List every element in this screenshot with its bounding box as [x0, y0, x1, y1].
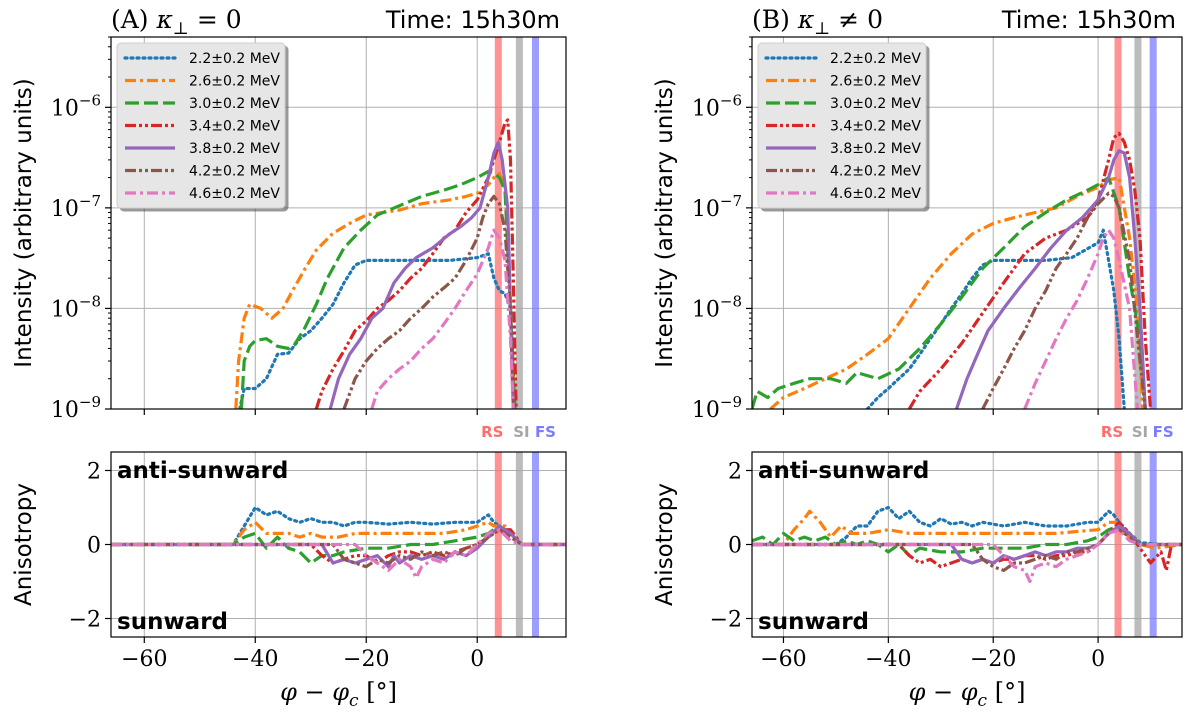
annotation-anti-sunward: anti-sunward: [117, 458, 288, 484]
marker-label-si: SI: [1132, 423, 1148, 441]
legend-box: [757, 42, 927, 209]
annotation-anti-sunward: anti-sunward: [758, 458, 929, 484]
x-tick-label: −60: [121, 647, 167, 672]
series-group: [752, 505, 1182, 584]
marker-rs: [494, 452, 502, 637]
y-tick-label: 10−9: [692, 393, 742, 423]
series-line: [328, 140, 515, 409]
y-axis-label: Anisotropy: [652, 483, 678, 606]
legend-entry: 4.2±0.2 MeV: [189, 164, 280, 180]
marker-si: [515, 37, 523, 409]
legend-entry: 3.8±0.2 MeV: [830, 141, 921, 157]
x-tick-label: −40: [865, 647, 911, 672]
y-tick-label: 10−6: [692, 91, 742, 121]
y-tick-label: 0: [728, 534, 742, 559]
series-line: [752, 528, 1182, 584]
series-line: [314, 118, 518, 409]
y-tick-label: −2: [710, 608, 742, 633]
series-line: [1023, 228, 1139, 409]
legend-entry: 3.4±0.2 MeV: [830, 119, 921, 135]
shock-markers: [494, 37, 539, 409]
x-tick-label: −20: [343, 647, 389, 672]
y-axis-label: Intensity (arbitrary units): [652, 78, 678, 367]
legend-entry: 2.2±0.2 MeV: [830, 51, 921, 67]
marker-fs: [1149, 37, 1157, 409]
marker-rs: [1114, 452, 1122, 637]
y-tick-label: 10−9: [51, 393, 101, 423]
series-line: [370, 228, 515, 409]
y-axis-label: Anisotropy: [11, 483, 37, 606]
series-line: [111, 520, 566, 547]
legend-entry: 3.0±0.2 MeV: [830, 96, 921, 112]
y-tick-label: 0: [87, 534, 101, 559]
panel-b: RS SI FS 10−9 10−8 10−7 10−6 Intensity (arbitra…: [652, 5, 1183, 441]
x-tick-label: 0: [470, 647, 484, 672]
x-tick-label: −40: [232, 647, 278, 672]
legend-entry: 2.6±0.2 MeV: [189, 74, 280, 90]
legend: 2.2±0.2 MeV 2.6±0.2 MeV 3.0±0.2 MeV 3.4±0.2…: [116, 42, 286, 209]
series-group: [234, 118, 518, 409]
series-line: [865, 228, 1126, 409]
y-tick-label: 10−6: [51, 91, 101, 121]
y-tick-label: 10−8: [692, 292, 742, 322]
series-group: [752, 131, 1153, 409]
legend: 2.2±0.2 MeV 2.6±0.2 MeV 3.0±0.2 MeV 3.4±0.2…: [757, 42, 927, 209]
time-label: Time: 15h30m: [385, 6, 560, 34]
marker-label-fs: FS: [1153, 423, 1174, 441]
x-axis-label: φ − φc [°]: [909, 678, 1026, 711]
series-line: [752, 509, 1182, 550]
legend-entry: 4.6±0.2 MeV: [830, 186, 921, 202]
y-tick-label: −2: [69, 608, 101, 633]
series-line: [342, 194, 515, 409]
legend-entry: 3.0±0.2 MeV: [189, 96, 280, 112]
panel-a: RS SI FS 10−9 10−8 10−7 10−6 Intensity (arbitra…: [11, 5, 567, 441]
x-tick-label: −60: [760, 647, 806, 672]
marker-label-si: SI: [513, 423, 529, 441]
series-line: [752, 528, 1182, 572]
marker-label-fs: FS: [535, 423, 556, 441]
series-line: [752, 505, 1182, 547]
x-tick-label: −20: [970, 647, 1016, 672]
chart-title: (A) κ⊥ = 0: [111, 5, 242, 39]
series-line: [111, 505, 566, 547]
legend-entry: 3.8±0.2 MeV: [189, 141, 280, 157]
y-tick-label: 10−8: [51, 292, 101, 322]
marker-rs: [1114, 37, 1122, 409]
y-tick-label: 10−7: [51, 192, 101, 222]
marker-label-rs: RS: [481, 423, 503, 441]
legend-entry: 3.4±0.2 MeV: [189, 119, 280, 135]
y-tick-label: 2: [87, 460, 101, 485]
y-tick-label: 2: [728, 460, 742, 485]
y-axis-label: Intensity (arbitrary units): [11, 78, 37, 367]
marker-rs: [494, 37, 502, 409]
x-tick-label: 0: [1091, 647, 1105, 672]
annotation-sunward: sunward: [117, 609, 228, 635]
y-tick-label: 10−7: [692, 192, 742, 222]
marker-fs: [531, 37, 539, 409]
legend-box: [116, 42, 286, 209]
series-line: [954, 149, 1147, 409]
series-line: [111, 528, 566, 580]
series-line: [981, 191, 1147, 409]
marker-label-rs: RS: [1101, 423, 1123, 441]
series-line: [239, 169, 517, 409]
series-line: [238, 252, 516, 409]
legend-entry: 4.2±0.2 MeV: [830, 164, 921, 180]
legend-entry: 2.2±0.2 MeV: [189, 51, 280, 67]
legend-entry: 4.6±0.2 MeV: [189, 186, 280, 202]
legend-entry: 2.6±0.2 MeV: [830, 74, 921, 90]
series-group: [111, 505, 566, 580]
chart-title: (B) κ⊥ ≠ 0: [752, 5, 883, 39]
series-line: [769, 176, 1145, 409]
series-line: [234, 171, 517, 409]
series-line: [752, 524, 1182, 558]
x-axis-label: φ − φc [°]: [280, 678, 397, 711]
time-label: Time: 15h30m: [1001, 6, 1176, 34]
series-line: [907, 131, 1153, 409]
annotation-sunward: sunward: [758, 609, 869, 635]
